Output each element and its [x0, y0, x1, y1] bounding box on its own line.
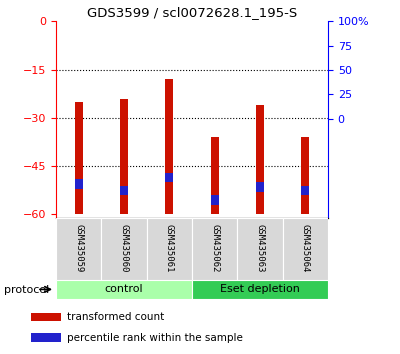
Bar — [301, 137, 310, 215]
Bar — [120, 185, 128, 195]
Bar — [56, 280, 192, 299]
Text: percentile rank within the sample: percentile rank within the sample — [68, 332, 243, 343]
Bar — [210, 195, 219, 205]
Bar — [210, 137, 219, 215]
Text: control: control — [105, 284, 143, 295]
Text: Eset depletion: Eset depletion — [220, 284, 300, 295]
Text: GSM435060: GSM435060 — [120, 224, 128, 273]
Bar — [192, 280, 328, 299]
Title: GDS3599 / scl0072628.1_195-S: GDS3599 / scl0072628.1_195-S — [87, 6, 297, 19]
Bar — [147, 218, 192, 280]
Bar — [256, 182, 264, 192]
Bar — [165, 79, 174, 215]
Text: GSM435059: GSM435059 — [74, 224, 83, 273]
Text: GSM435061: GSM435061 — [165, 224, 174, 273]
Bar — [74, 102, 83, 215]
Bar — [31, 333, 61, 342]
Bar — [56, 218, 101, 280]
Bar — [237, 218, 283, 280]
Text: GSM435064: GSM435064 — [301, 224, 310, 273]
Text: transformed count: transformed count — [68, 312, 165, 322]
Bar — [101, 218, 147, 280]
Bar — [120, 98, 128, 215]
Bar — [31, 313, 61, 321]
Bar — [256, 105, 264, 215]
Text: protocol: protocol — [4, 285, 49, 295]
Bar — [74, 179, 83, 189]
Bar — [283, 218, 328, 280]
Bar — [165, 173, 174, 182]
Bar — [192, 218, 237, 280]
Text: GSM435063: GSM435063 — [256, 224, 264, 273]
Text: GSM435062: GSM435062 — [210, 224, 219, 273]
Bar — [301, 185, 310, 195]
